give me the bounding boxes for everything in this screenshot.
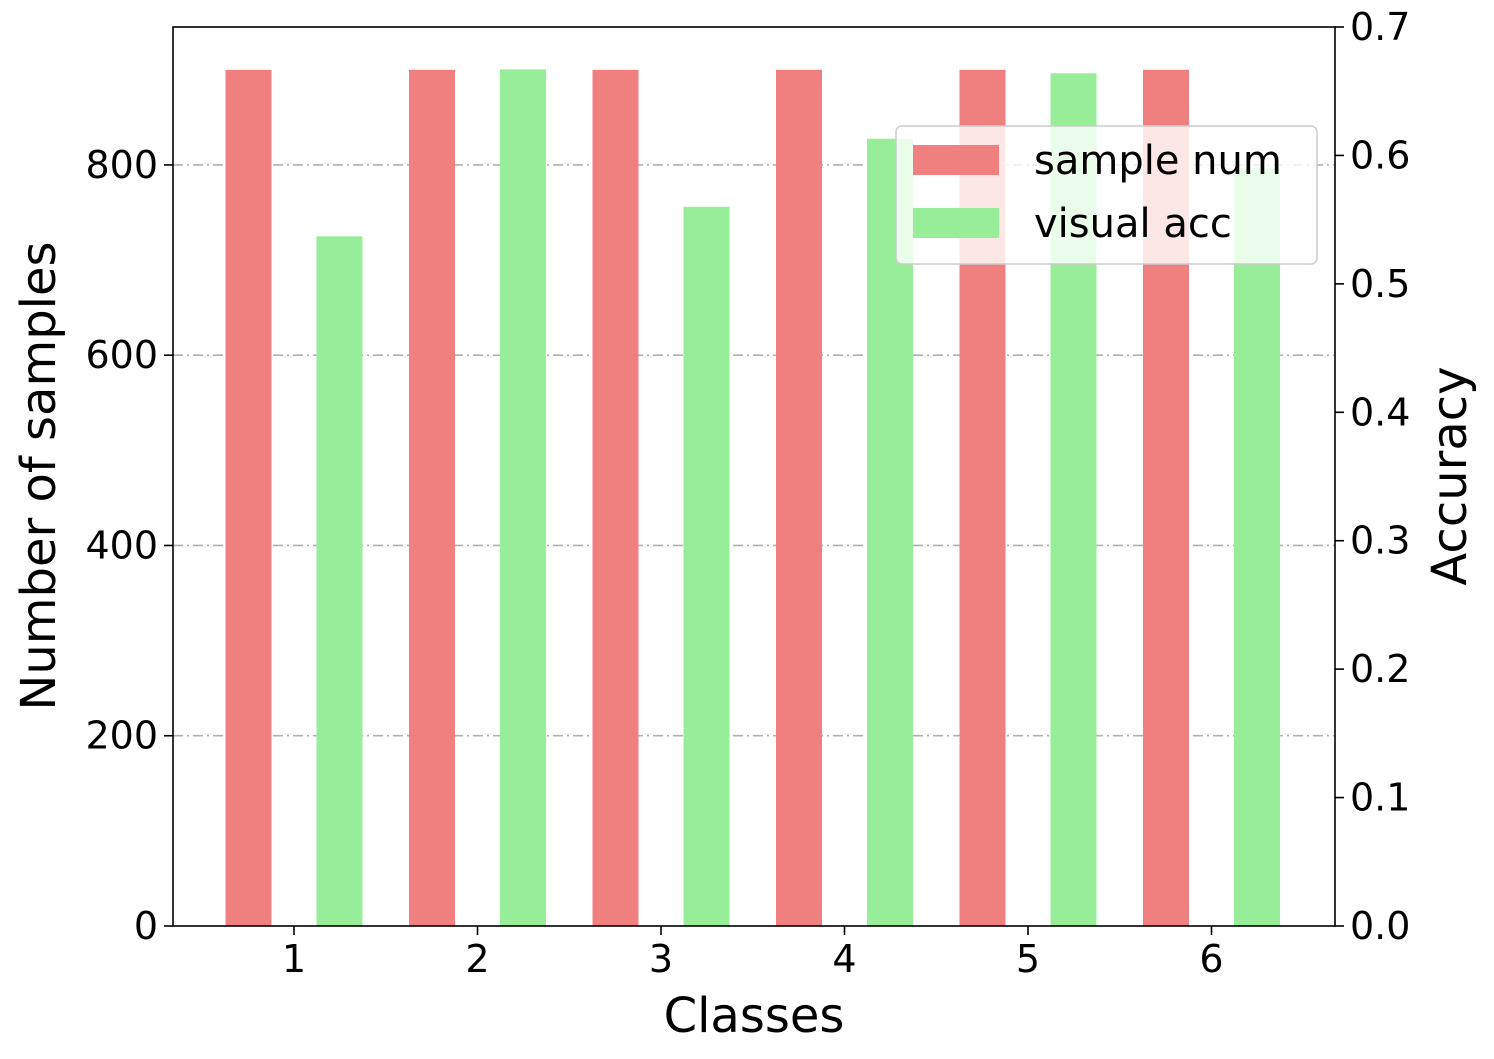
bar-visual-acc-4	[867, 138, 913, 927]
legend-swatch-visual-acc	[913, 208, 999, 238]
bar-visual-acc-6	[1234, 168, 1280, 926]
y-left-tick-label-800: 800	[85, 143, 158, 187]
x-tick-label-4: 4	[832, 937, 856, 981]
bar-sample-num-1	[225, 69, 272, 927]
plot-frame	[172, 26, 1336, 927]
legend-frame	[895, 125, 1318, 265]
bar-visual-acc-1	[316, 236, 363, 927]
x-tick-label-5: 5	[1016, 937, 1040, 981]
y-left-tick-label-0: 0	[134, 904, 158, 948]
x-tick-label-2: 2	[465, 937, 489, 981]
legend-swatch-sample-num	[913, 145, 999, 175]
bar-sample-num-2	[409, 69, 455, 927]
y-right-tick-label-0.0: 0.0	[1350, 904, 1410, 948]
bars	[225, 69, 1280, 927]
x-axis: 1 2 3 4 5 6	[282, 926, 1224, 981]
bar-visual-acc-3	[683, 206, 730, 927]
y-axis-right-title: Accuracy	[1422, 366, 1478, 585]
bar-sample-num-3	[592, 69, 639, 927]
y-right-tick-label-0.4: 0.4	[1350, 390, 1410, 434]
y-right-tick-label-0.1: 0.1	[1350, 776, 1410, 820]
y-right-tick-label-0.6: 0.6	[1350, 133, 1410, 177]
y-right-tick-label-0.5: 0.5	[1350, 262, 1410, 306]
y-left-tick-label-200: 200	[85, 714, 158, 758]
legend-label-sample-num: sample num	[1034, 138, 1282, 184]
legend-label-visual-acc: visual acc	[1034, 201, 1232, 247]
bar-sample-num-4	[776, 69, 822, 927]
x-tick-label-6: 6	[1199, 937, 1223, 981]
x-axis-title: Classes	[664, 988, 845, 1044]
y-axis-left-title: Number of samples	[11, 241, 67, 710]
y-left-tick-label-400: 400	[85, 523, 158, 567]
x-tick-label-1: 1	[282, 937, 306, 981]
bar-visual-acc-2	[500, 69, 546, 927]
x-tick-label-3: 3	[649, 937, 673, 981]
y-right-tick-label-0.2: 0.2	[1350, 647, 1410, 691]
y-left-tick-label-600: 600	[85, 333, 158, 377]
y-right-tick-label-0.7: 0.7	[1350, 5, 1410, 49]
y-axis-right: 0.0 0.1 0.2 0.3 0.4 0.5 0.6 0.7	[1335, 5, 1410, 948]
legend: sample num visual acc	[895, 125, 1318, 265]
y-axis-left: 0 200 400 600 800	[85, 143, 173, 948]
y-right-tick-label-0.3: 0.3	[1350, 519, 1410, 563]
